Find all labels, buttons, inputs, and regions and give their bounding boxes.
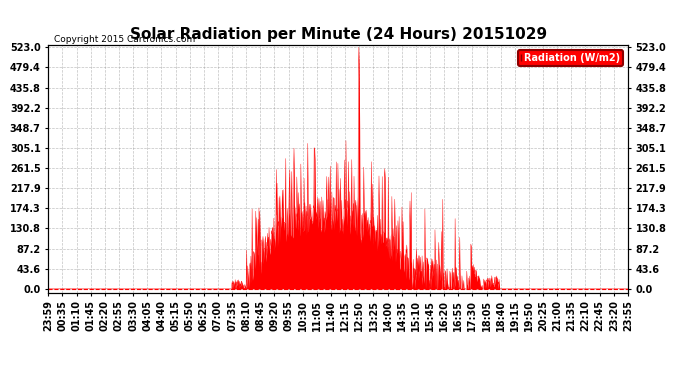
Legend: Radiation (W/m2): Radiation (W/m2): [518, 50, 623, 66]
Title: Solar Radiation per Minute (24 Hours) 20151029: Solar Radiation per Minute (24 Hours) 20…: [130, 27, 546, 42]
Text: Copyright 2015 Cartronics.com: Copyright 2015 Cartronics.com: [54, 35, 195, 44]
